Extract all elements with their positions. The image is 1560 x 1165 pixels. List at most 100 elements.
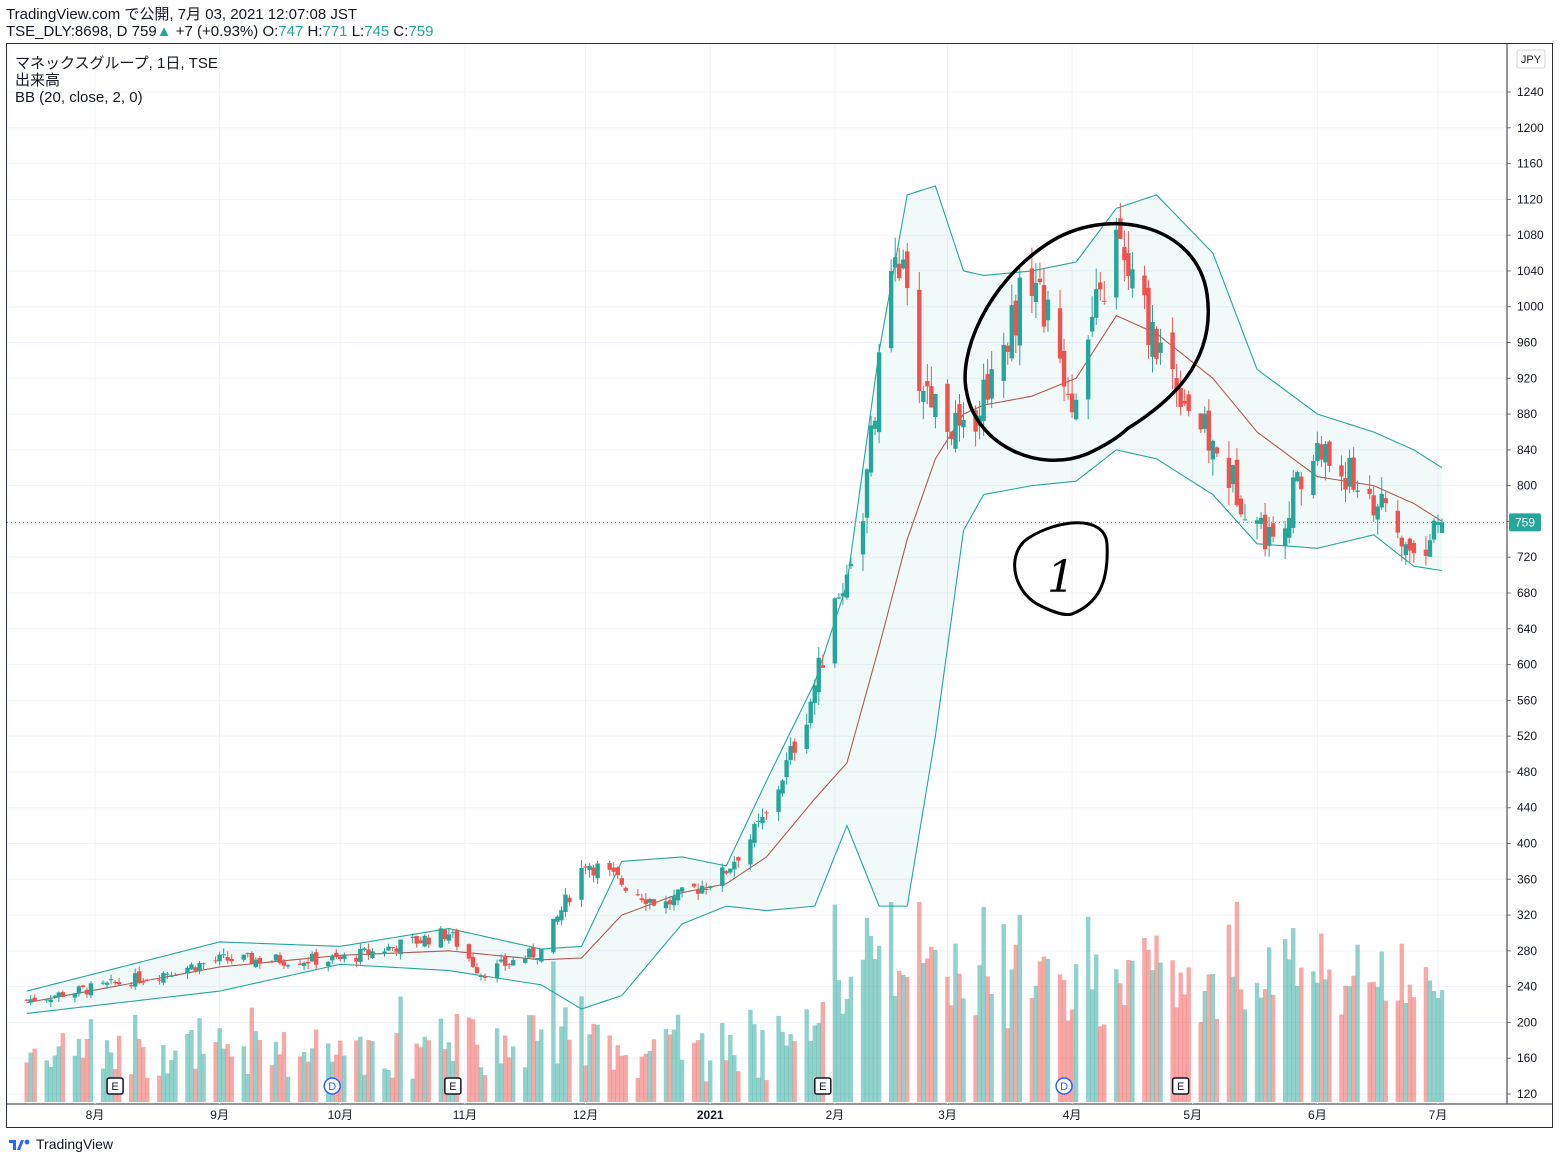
candle-body [1033, 282, 1039, 303]
volume-bar [1319, 933, 1324, 1102]
candle-body [442, 929, 448, 940]
volume-bar [748, 1009, 753, 1102]
price-tick-label: 240 [1517, 980, 1537, 994]
symbol-label[interactable]: TSE_DLY:8698, D [6, 23, 128, 40]
candle-body [587, 865, 592, 870]
volume-bar [872, 959, 878, 1102]
volume-bar [502, 1035, 508, 1102]
candle-body [1315, 442, 1320, 461]
candle-body [1118, 218, 1123, 239]
currency-box[interactable] [1516, 49, 1546, 69]
chart-pane[interactable]: 120 160 200 240 280 320 360 400 440 480 520 560 600 6… [6, 43, 1553, 1128]
volume-bar [1439, 990, 1445, 1102]
candle-body [454, 930, 460, 947]
candle-body [1299, 476, 1304, 490]
volume-bar [24, 1062, 29, 1102]
volume-bar [989, 994, 994, 1102]
volume-bar [1057, 974, 1063, 1102]
volume-bar [1150, 970, 1155, 1102]
candle-body [848, 563, 854, 567]
candle-body [1150, 321, 1155, 357]
legend-volume[interactable]: 出来高 [15, 72, 61, 89]
bollinger-basis [26, 314, 1443, 1004]
volume-bar [1130, 960, 1135, 1102]
volume-bar [949, 1005, 954, 1102]
volume-bar [1126, 959, 1131, 1102]
earnings-marker[interactable] [106, 1077, 124, 1095]
earnings-marker[interactable] [444, 1077, 462, 1095]
candle-body [607, 863, 612, 870]
volume-bar [776, 1015, 781, 1102]
volume-bar [1411, 997, 1417, 1102]
volume-bar [1327, 969, 1332, 1102]
volume-bar [466, 1017, 472, 1102]
volume-bar [48, 1067, 53, 1102]
candle-body [285, 965, 291, 967]
candle-body [338, 956, 343, 960]
candle-body [1130, 269, 1135, 289]
volume-bar [1399, 943, 1405, 1102]
bollinger-fill [26, 185, 1443, 1014]
volume-bar [896, 970, 902, 1102]
candle-body [1266, 526, 1272, 546]
candle-body [989, 369, 994, 399]
volume-bar [619, 1055, 624, 1102]
candle-body [776, 789, 781, 812]
dividend-marker-label: D [328, 1081, 336, 1093]
volume-bar [1029, 997, 1035, 1102]
volume-bar [32, 1048, 37, 1102]
dividend-marker[interactable] [323, 1077, 341, 1095]
candle-body [619, 878, 624, 885]
candle-body [76, 986, 82, 994]
volume-bar [362, 1074, 367, 1102]
handdrawn-circle [1013, 521, 1109, 616]
high-label: H: [307, 23, 323, 40]
bollinger-lower [26, 449, 1443, 1015]
volume-bar [671, 1029, 677, 1102]
volume-bar [1094, 954, 1099, 1102]
volume-bar [933, 949, 938, 1102]
volume-bar [917, 902, 922, 1102]
candle-body [527, 948, 532, 958]
candle-body [1210, 440, 1216, 460]
open-label: O: [262, 23, 279, 40]
candle-body [1178, 387, 1183, 408]
volume-bar [703, 1081, 709, 1102]
candle-body [60, 992, 66, 997]
volume-bar [651, 1039, 657, 1102]
dividend-marker[interactable] [1055, 1077, 1073, 1095]
candle-body [917, 289, 922, 391]
volume-bar [905, 977, 910, 1102]
legend-bb[interactable]: BB (20, close, 2, 0) [15, 89, 143, 106]
candle-body [394, 948, 399, 952]
change-value: +7 (+0.93%) [175, 23, 259, 40]
volume-bar [531, 1015, 536, 1102]
chart-canvas[interactable]: 120 160 200 240 280 320 360 400 440 480 520 560 600 6… [7, 44, 1552, 1127]
tradingview-footer[interactable]: TradingView [8, 1136, 113, 1152]
price-tick-label: 680 [1517, 586, 1537, 600]
close-label: C: [393, 23, 409, 40]
earnings-marker[interactable] [814, 1077, 832, 1095]
candle-body [326, 961, 331, 966]
volume-bar [1258, 997, 1264, 1102]
volume-bar [667, 1034, 673, 1102]
time-tick-label: 9月 [210, 1108, 229, 1122]
candle-body [699, 885, 705, 894]
volume-bar [217, 1028, 222, 1102]
candle-body [764, 812, 769, 814]
earnings-marker[interactable] [1171, 1077, 1190, 1095]
volume-bar [422, 1036, 427, 1102]
candle-body [523, 958, 528, 963]
candle-body [221, 954, 226, 956]
volume-bar [804, 1009, 809, 1102]
volume-bar [647, 1050, 653, 1102]
volume-bar [848, 976, 854, 1102]
candle-body [760, 817, 765, 824]
candle-body [1238, 498, 1244, 515]
volume-bar [257, 1040, 263, 1102]
volume-bar [925, 958, 930, 1102]
candle-body [1037, 278, 1043, 283]
legend-title[interactable]: マネックスグループ, 1日, TSE [15, 55, 218, 72]
candle-body [297, 963, 303, 965]
candle-body [1102, 300, 1107, 302]
